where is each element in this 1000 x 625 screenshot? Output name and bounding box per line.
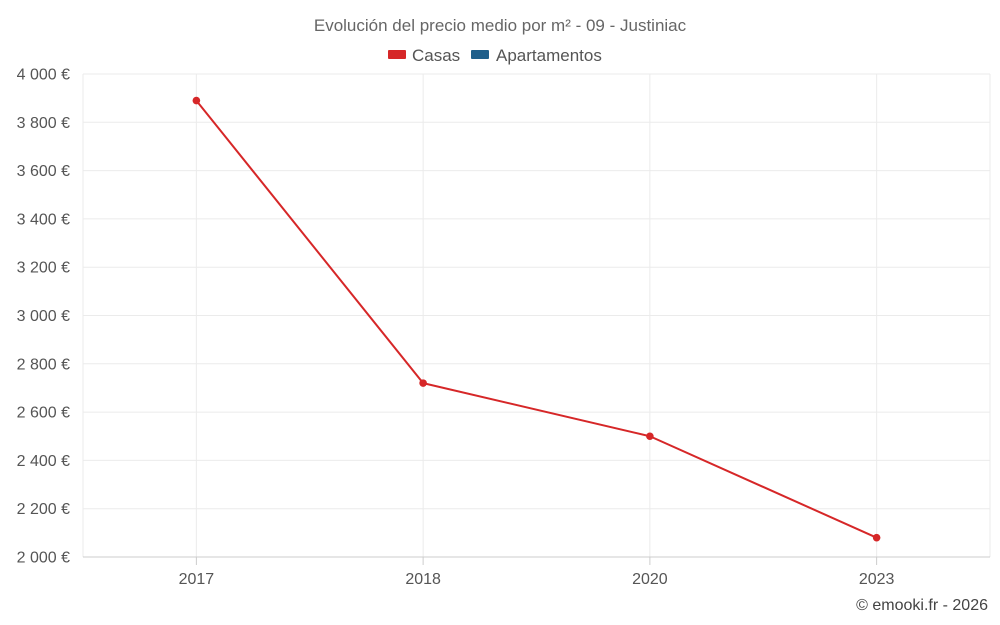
credit-text: © emooki.fr - 2026 (856, 597, 988, 614)
y-tick-label: 3 000 € (17, 308, 70, 325)
data-point-casas[interactable] (872, 533, 881, 542)
y-tick-label: 2 400 € (17, 453, 70, 470)
legend-swatch-casas (388, 50, 406, 59)
y-tick-label: 2 200 € (17, 501, 70, 518)
grid (82, 73, 991, 557)
y-tick-label: 2 800 € (17, 356, 70, 373)
legend-label-apartamentos: Apartamentos (496, 46, 602, 65)
legend[interactable]: Casas Apartamentos (388, 46, 602, 65)
series (192, 96, 881, 542)
legend-item-apartamentos[interactable]: Apartamentos (471, 46, 602, 65)
y-tick-label: 3 400 € (17, 211, 70, 228)
y-tick-label: 2 000 € (17, 550, 70, 567)
x-tick-label: 2020 (632, 571, 668, 588)
y-tick-label: 2 600 € (17, 405, 70, 422)
y-tick-label: 3 800 € (17, 115, 70, 132)
data-point-casas[interactable] (419, 379, 427, 387)
y-axis-ticks: 2 000 € 2 200 € 2 400 € 2 600 € 2 800 € 3 000… (17, 67, 70, 567)
x-tick-label: 2017 (179, 571, 215, 588)
data-point-casas[interactable] (192, 96, 201, 105)
y-tick-label: 3 200 € (17, 260, 70, 277)
x-tick-label: 2023 (859, 571, 895, 588)
legend-label-casas: Casas (412, 46, 460, 65)
x-tick-label: 2018 (405, 571, 441, 588)
data-point-casas[interactable] (646, 432, 654, 441)
y-tick-label: 3 600 € (17, 163, 70, 180)
legend-item-casas[interactable]: Casas (388, 46, 460, 65)
chart-title: Evolución del precio medio por m² - 09 -… (314, 16, 687, 35)
y-tick-label: 4 000 € (17, 67, 70, 84)
legend-swatch-apartamentos (471, 50, 489, 59)
series-line-casas (195, 99, 878, 539)
x-axis-ticks: 2017 2018 2020 2023 (179, 557, 895, 588)
